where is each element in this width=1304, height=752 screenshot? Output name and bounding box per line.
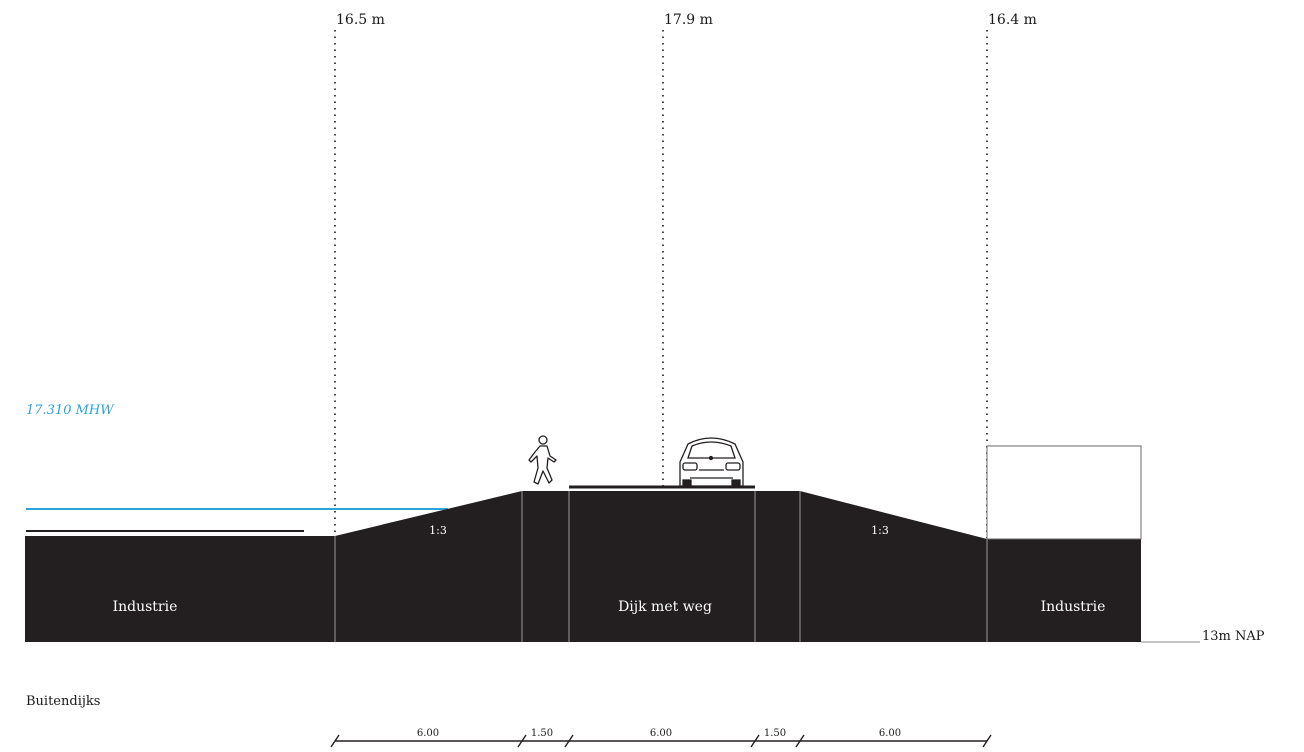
zone-label-right: Industrie xyxy=(1041,599,1106,615)
slope-label-left: 1:3 xyxy=(429,524,447,537)
slope-label-right: 1:3 xyxy=(871,524,889,537)
dimension-label: 6.00 xyxy=(879,728,901,739)
level-label-center: 17.9 m xyxy=(664,12,713,28)
zone-label-center: Dijk met weg xyxy=(618,599,712,615)
dimension-label: 1.50 xyxy=(531,728,553,739)
level-label-left: 16.5 m xyxy=(336,12,385,28)
walking-person-icon xyxy=(528,435,557,485)
dimension-label: 1.50 xyxy=(764,728,786,739)
dimension-label: 6.00 xyxy=(650,728,672,739)
level-label-right: 16.4 m xyxy=(988,12,1037,28)
dimension-line xyxy=(330,734,992,748)
water-level-label: 17.310 MHW xyxy=(26,403,115,418)
dimension-label: 6.00 xyxy=(417,728,439,739)
side-label: Buitendijks xyxy=(26,694,100,709)
building-outline xyxy=(986,445,1142,540)
zone-label-left: Industrie xyxy=(113,599,178,615)
datum-label: 13m NAP xyxy=(1202,629,1265,644)
car-front-icon xyxy=(679,437,744,488)
ground-section xyxy=(25,491,1141,642)
